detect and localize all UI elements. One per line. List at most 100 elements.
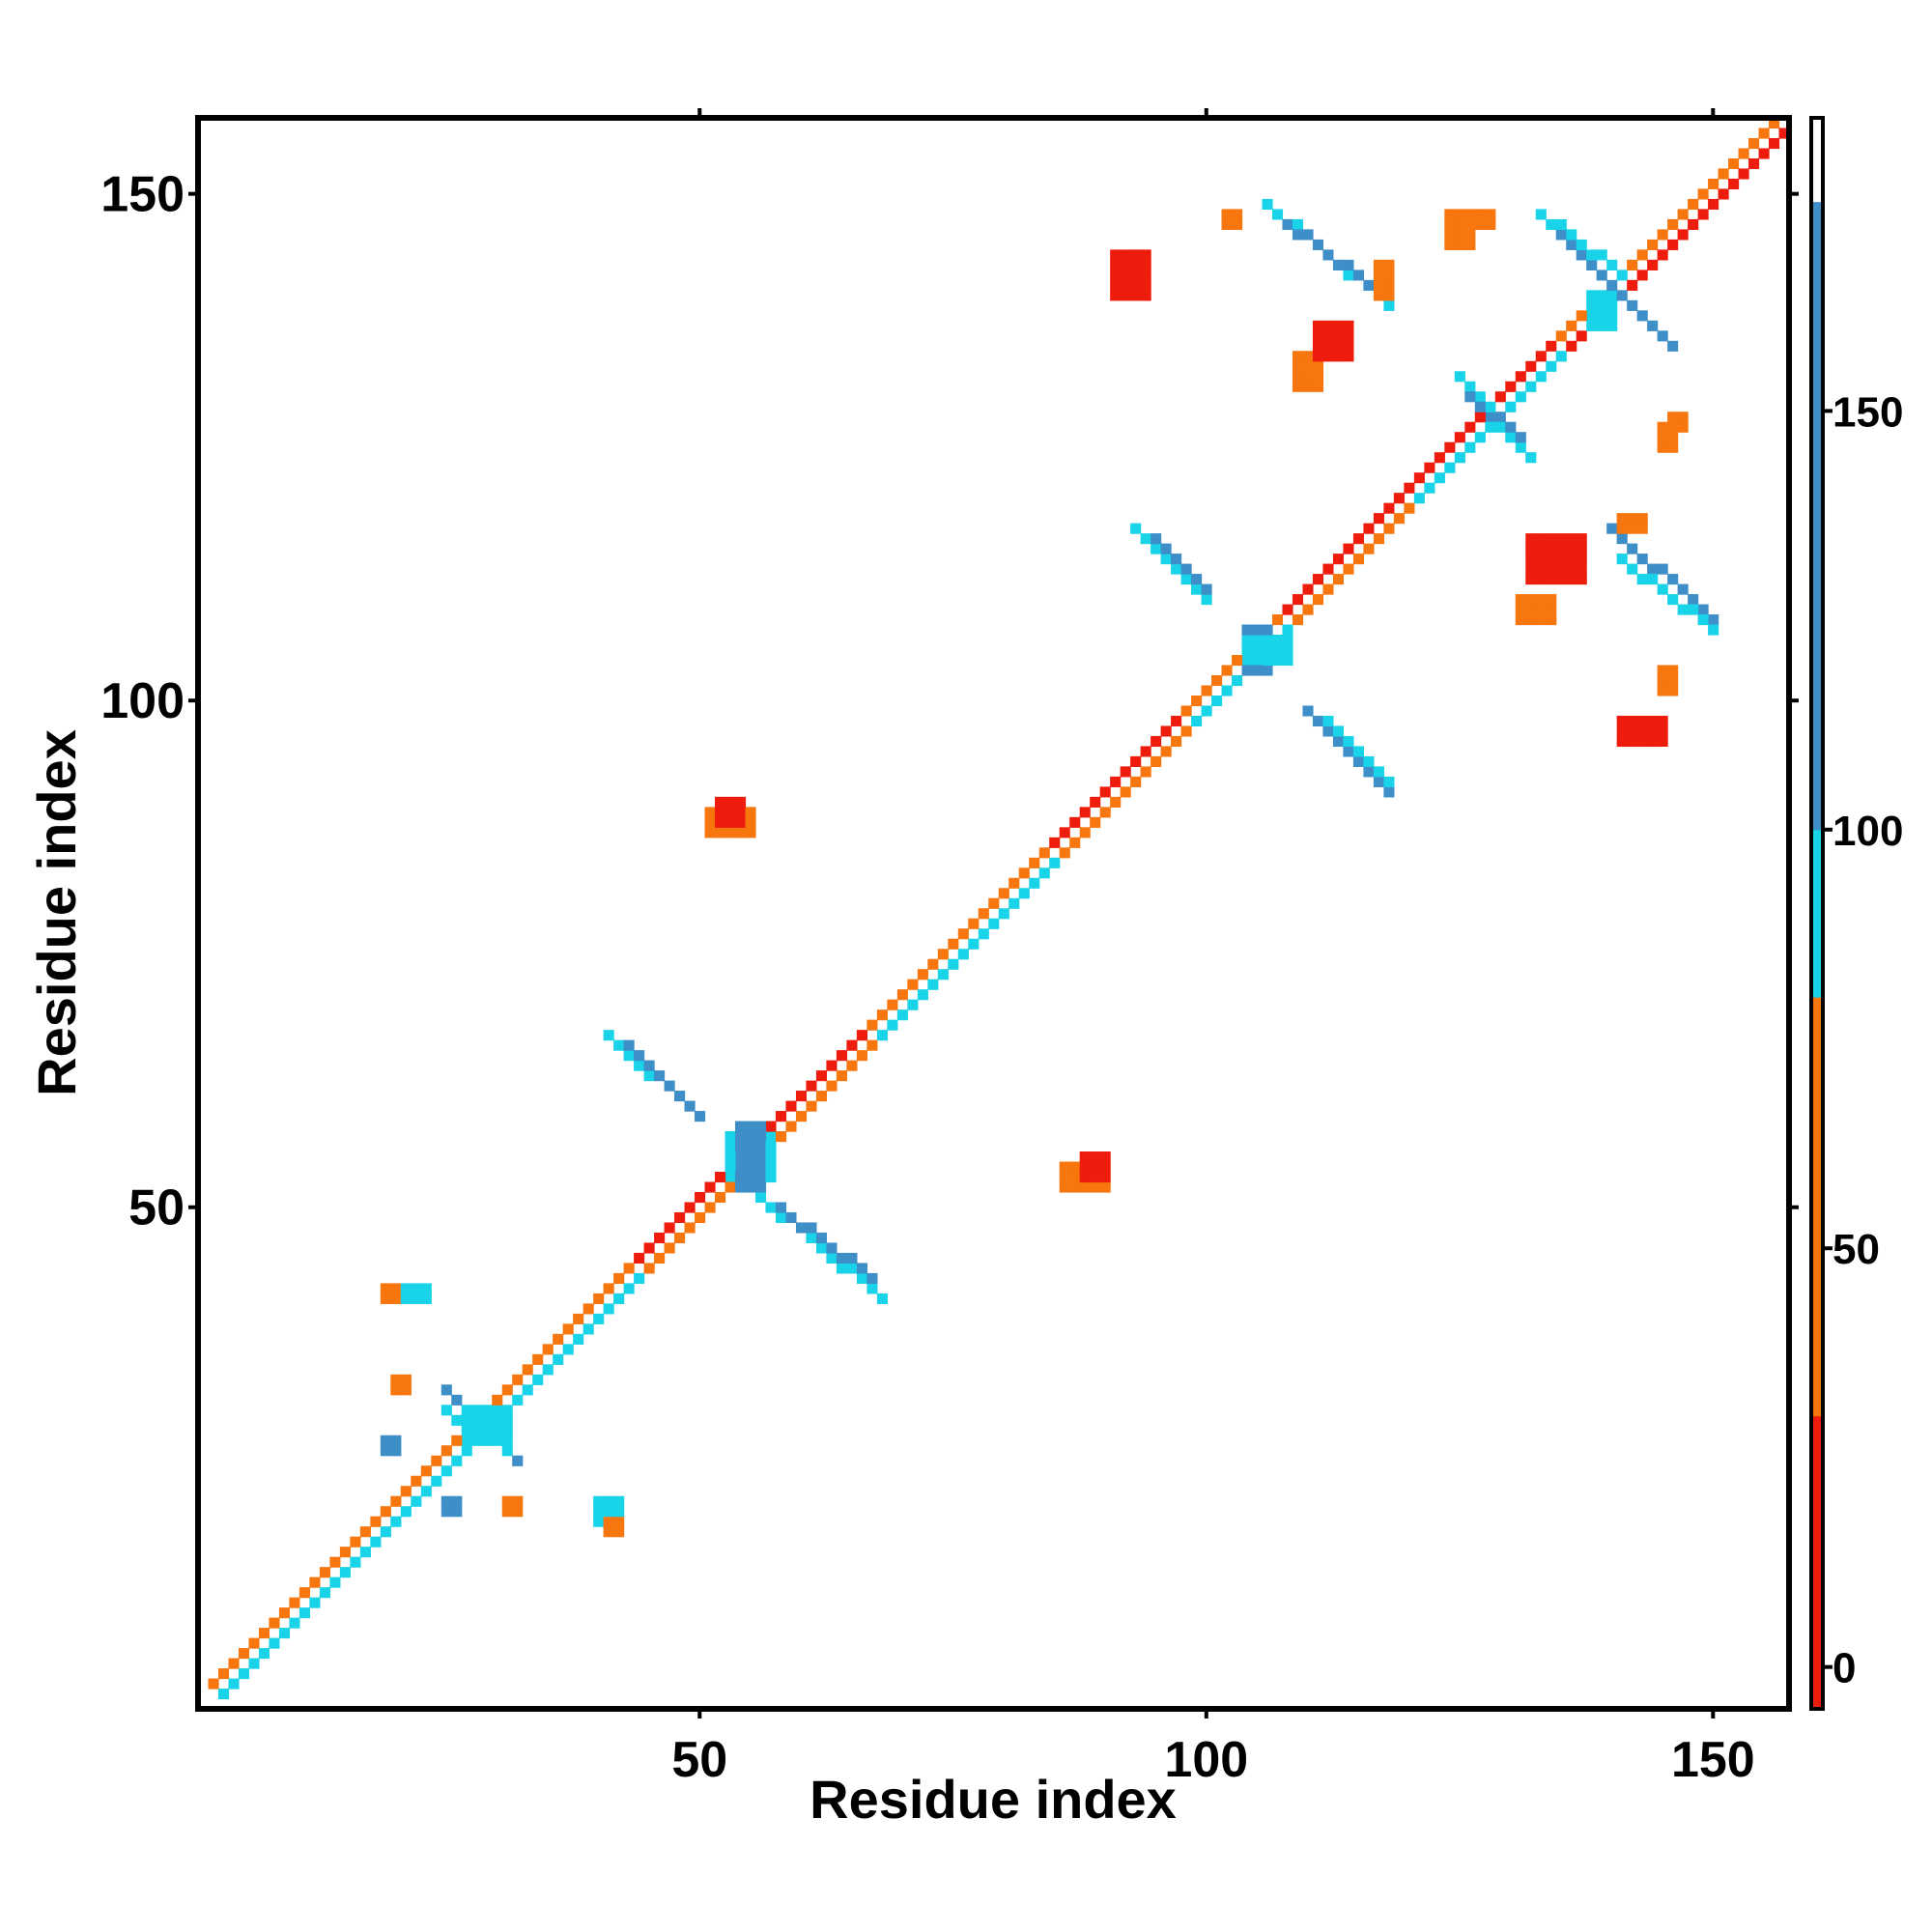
heatmap-cell bbox=[1647, 725, 1659, 737]
heatmap-cell bbox=[461, 1405, 472, 1416]
heatmap-cell bbox=[927, 979, 939, 990]
heatmap-cell bbox=[1576, 574, 1587, 585]
heatmap-cell bbox=[1232, 654, 1243, 667]
heatmap-cell bbox=[1292, 360, 1304, 372]
colorbar-tick-label: 150 bbox=[1833, 388, 1903, 436]
heatmap-cell bbox=[1434, 462, 1445, 473]
heatmap-cell bbox=[643, 1060, 655, 1071]
heatmap-cell bbox=[1535, 554, 1547, 565]
heatmap-cell bbox=[390, 1495, 402, 1507]
heatmap-cell bbox=[1332, 320, 1345, 331]
heatmap-cell bbox=[815, 1091, 828, 1102]
heatmap-cell bbox=[1151, 543, 1162, 554]
heatmap-cell bbox=[754, 1131, 767, 1143]
heatmap-cell bbox=[907, 979, 919, 990]
heatmap-cell bbox=[390, 1293, 402, 1304]
heatmap-cell bbox=[603, 1283, 614, 1294]
heatmap-cell bbox=[623, 1039, 635, 1051]
heatmap-cell bbox=[1525, 360, 1537, 372]
heatmap-cell bbox=[1110, 776, 1122, 787]
heatmap-cell bbox=[948, 949, 959, 960]
heatmap-cell bbox=[1363, 755, 1375, 767]
heatmap-cell bbox=[724, 1151, 736, 1163]
heatmap-cell bbox=[1566, 239, 1577, 250]
heatmap-cell bbox=[1282, 644, 1293, 656]
heatmap-cell bbox=[1282, 614, 1293, 626]
heatmap-cell bbox=[471, 1425, 483, 1436]
heatmap-cell bbox=[1474, 209, 1486, 220]
heatmap-cell bbox=[501, 1394, 513, 1406]
heatmap-cell bbox=[1525, 614, 1537, 626]
heatmap-cell bbox=[1515, 594, 1526, 606]
heatmap-cell bbox=[1343, 351, 1354, 362]
heatmap-cell bbox=[1697, 188, 1709, 200]
heatmap-cell bbox=[948, 958, 959, 970]
heatmap-cell bbox=[664, 1242, 675, 1254]
heatmap-cell bbox=[440, 1465, 452, 1477]
heatmap-cell bbox=[431, 1455, 442, 1466]
heatmap-cell bbox=[957, 949, 969, 960]
heatmap-cell bbox=[1049, 837, 1061, 848]
colorbar-frame bbox=[1809, 116, 1825, 1711]
heatmap-cell bbox=[1312, 239, 1324, 250]
heatmap-cell bbox=[532, 1364, 544, 1376]
heatmap-cell bbox=[1748, 157, 1760, 170]
heatmap-cell bbox=[1009, 888, 1020, 899]
heatmap-cell bbox=[1352, 543, 1364, 554]
heatmap-cell bbox=[269, 1628, 280, 1639]
heatmap-cell bbox=[1657, 685, 1668, 696]
heatmap-cell bbox=[734, 796, 747, 808]
heatmap-cell bbox=[795, 1111, 808, 1122]
heatmap-cell bbox=[775, 1202, 787, 1213]
heatmap-cell bbox=[1312, 574, 1324, 585]
heatmap-cell bbox=[1657, 229, 1668, 241]
heatmap-cell bbox=[217, 1689, 230, 1700]
heatmap-cell bbox=[1393, 513, 1405, 525]
heatmap-cell bbox=[1302, 351, 1314, 362]
heatmap-cell bbox=[654, 1232, 666, 1244]
heatmap-cell bbox=[298, 1597, 310, 1608]
heatmap-cell bbox=[542, 1353, 554, 1365]
heatmap-cell bbox=[1627, 523, 1638, 534]
heatmap-cell bbox=[400, 1506, 412, 1518]
heatmap-cell bbox=[1566, 543, 1577, 554]
heatmap-cell bbox=[278, 1617, 291, 1629]
heatmap-cell bbox=[350, 1536, 361, 1548]
heatmap-cell bbox=[1677, 209, 1689, 220]
heatmap-cell bbox=[1059, 837, 1070, 848]
heatmap-cell bbox=[1099, 1151, 1111, 1163]
heatmap-cell bbox=[1363, 543, 1375, 554]
heatmap-cell bbox=[1343, 543, 1354, 554]
x-axis-ticks: 50 100 150 bbox=[671, 108, 1755, 1788]
heatmap-cell bbox=[1718, 178, 1729, 190]
heatmap-cell bbox=[370, 1536, 382, 1548]
heatmap-cell bbox=[603, 1516, 614, 1527]
heatmap-cell bbox=[1535, 614, 1547, 626]
heatmap-cell bbox=[1373, 279, 1384, 291]
heatmap-cell bbox=[1657, 239, 1668, 250]
heatmap-cell bbox=[390, 1445, 402, 1457]
heatmap-cell bbox=[664, 1222, 675, 1234]
heatmap-cell bbox=[1332, 735, 1345, 748]
heatmap-cell bbox=[1383, 299, 1395, 311]
heatmap-cell bbox=[1535, 563, 1547, 575]
heatmap-cell bbox=[1383, 776, 1395, 787]
heatmap-cell bbox=[734, 1172, 747, 1183]
heatmap-cell bbox=[217, 1668, 230, 1680]
heatmap-cell bbox=[634, 1272, 645, 1284]
heatmap-cell bbox=[704, 816, 716, 828]
heatmap-cell bbox=[1201, 594, 1212, 606]
heatmap-cell bbox=[1262, 665, 1273, 676]
y-axis-title: Residue index bbox=[26, 729, 87, 1096]
heatmap-cell bbox=[1271, 635, 1284, 646]
heatmap-cell bbox=[1535, 574, 1547, 585]
heatmap-cell bbox=[643, 1263, 655, 1274]
heatmap-cell bbox=[1211, 674, 1223, 687]
heatmap-cell bbox=[278, 1628, 291, 1639]
heatmap-cell bbox=[1282, 654, 1293, 667]
heatmap-cell bbox=[754, 1151, 767, 1163]
heatmap-cell bbox=[734, 1141, 747, 1152]
heatmap-cell bbox=[1546, 218, 1557, 230]
heatmap-cell bbox=[1444, 452, 1456, 464]
heatmap-cell bbox=[896, 999, 908, 1010]
